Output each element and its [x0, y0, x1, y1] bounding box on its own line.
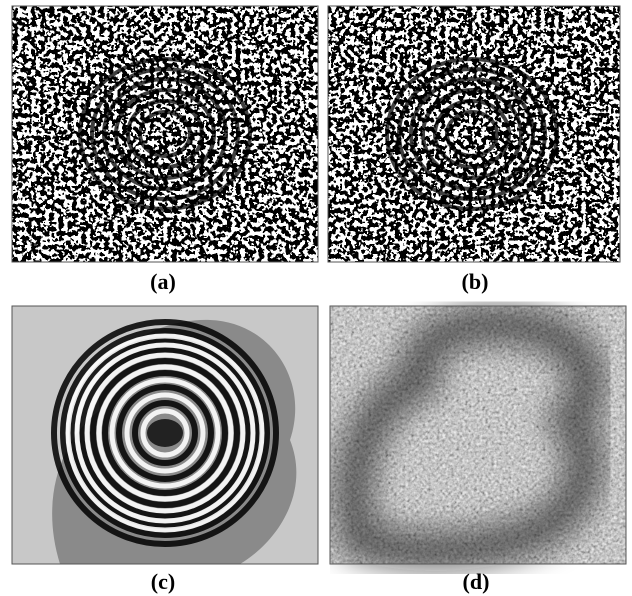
panel-label: (b) [462, 269, 489, 294]
panel-c: (c) [12, 306, 318, 594]
fringe-rings [25, 310, 305, 560]
page: {"panels": [{"label": "(a)"}, {"label": … [0, 0, 632, 596]
panel-d: (d) [330, 306, 626, 594]
panel-label: (a) [150, 269, 176, 294]
panel-b: (b) [328, 6, 620, 294]
panel-label: (c) [151, 569, 175, 594]
panel-label: (d) [463, 569, 490, 594]
panel-a: (a) [12, 6, 318, 294]
speckle-image [12, 6, 318, 262]
speckle-image [328, 6, 620, 262]
figure: (a) (b) (c) (d) [0, 0, 632, 596]
